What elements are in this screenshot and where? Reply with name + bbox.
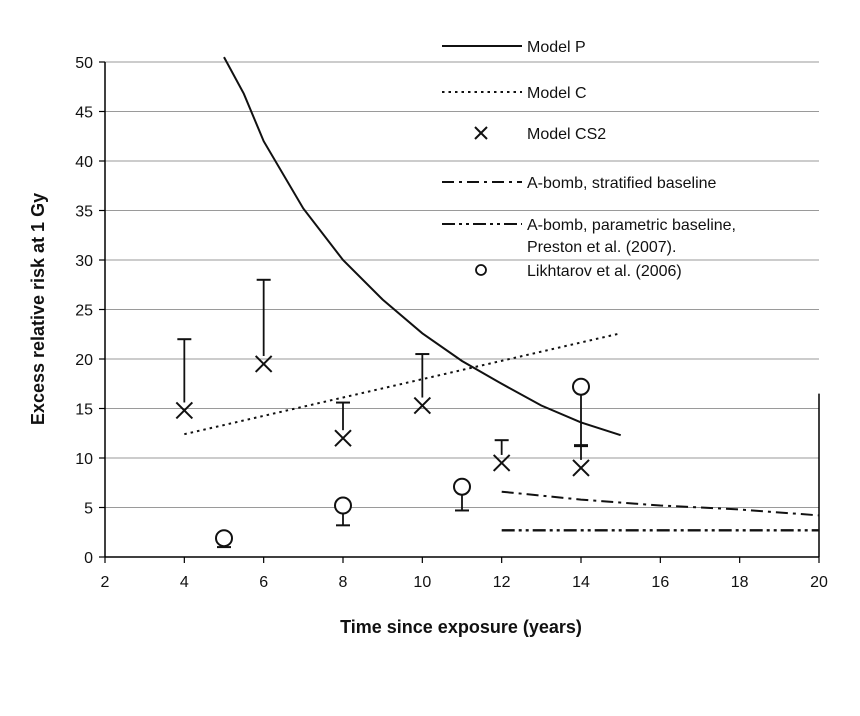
- series-3-line: [501, 490, 820, 517]
- y-axis-title: Excess relative risk at 1 Gy: [28, 193, 48, 425]
- series-5-point-3: [572, 377, 590, 396]
- x-tick-label-2: 2: [101, 574, 110, 591]
- legend-item-0-label: Model P: [527, 39, 586, 56]
- legend: Model P Model C Model CS2 A-bomb, stratifie…: [442, 39, 736, 280]
- legend-item-2-swatch-stroke-b: [474, 126, 488, 140]
- x-tick-label-8: 8: [339, 574, 348, 591]
- x-tick-labels: 2 4 6 8 10 12 14 16 18 20: [101, 574, 828, 591]
- y-tick-label-25: 25: [75, 303, 93, 320]
- y-tick-label-50: 50: [75, 55, 93, 72]
- legend-item-5-swatch: [475, 264, 487, 276]
- y-tick-label-15: 15: [75, 402, 93, 419]
- series-2-point-4-stroke-b: [492, 454, 511, 472]
- x-tick-label-6: 6: [259, 574, 268, 591]
- series-2-point-0-stroke-b: [175, 401, 194, 420]
- series-2-point-1-stroke-b: [254, 355, 273, 373]
- x-tick-label-12: 12: [493, 574, 511, 591]
- series-2-point-1: [254, 355, 273, 373]
- series-2-point-5: [572, 459, 590, 477]
- y-tick-label-10: 10: [75, 451, 93, 468]
- series-5-point-1: [334, 496, 352, 515]
- y-tick-label-40: 40: [75, 154, 93, 171]
- x-tick-label-20: 20: [810, 574, 828, 591]
- series-5-point-2: [453, 477, 471, 496]
- legend-item-3-label: A-bomb, stratified baseline: [527, 175, 717, 192]
- y-tick-label-5: 5: [84, 501, 93, 518]
- x-tick-label-16: 16: [651, 574, 669, 591]
- series-layer: [175, 56, 820, 549]
- series-2-point-0: [175, 401, 194, 420]
- x-tick-label-10: 10: [413, 574, 431, 591]
- legend-item-2-label: Model CS2: [527, 126, 606, 143]
- x-axis-title: Time since exposure (years): [340, 617, 582, 637]
- y-tick-labels: 0 5 10 15 20 25 30 35 40 45 50: [75, 55, 93, 567]
- x-tick-label-14: 14: [572, 574, 590, 591]
- legend-item-5-label: Likhtarov et al. (2006): [527, 263, 682, 280]
- series-2-point-5-stroke-b: [572, 459, 590, 477]
- y-tick-label-0: 0: [84, 550, 93, 567]
- series-2-point-4: [492, 454, 511, 472]
- gridlines: [105, 61, 819, 508]
- series-0-line: [223, 56, 622, 437]
- y-tick-label-45: 45: [75, 105, 93, 122]
- legend-item-4-label: A-bomb, parametric baseline,: [527, 217, 736, 234]
- series-5-point-0: [215, 529, 233, 548]
- y-tick-label-30: 30: [75, 253, 93, 270]
- series-2-point-2-stroke-b: [334, 429, 352, 447]
- series-1-line: [184, 332, 621, 436]
- x-tick-label-18: 18: [731, 574, 749, 591]
- legend-item-4-label-line2: Preston et al. (2007).: [527, 239, 676, 256]
- series-2-point-3: [413, 396, 432, 415]
- legend-item-1-label: Model C: [527, 85, 587, 102]
- series-2-point-2: [334, 429, 352, 447]
- y-tick-label-35: 35: [75, 204, 93, 221]
- x-tick-label-4: 4: [180, 574, 189, 591]
- legend-item-2-swatch: [474, 126, 488, 140]
- y-tick-label-20: 20: [75, 352, 93, 369]
- series-2-point-3-stroke-b: [413, 396, 432, 415]
